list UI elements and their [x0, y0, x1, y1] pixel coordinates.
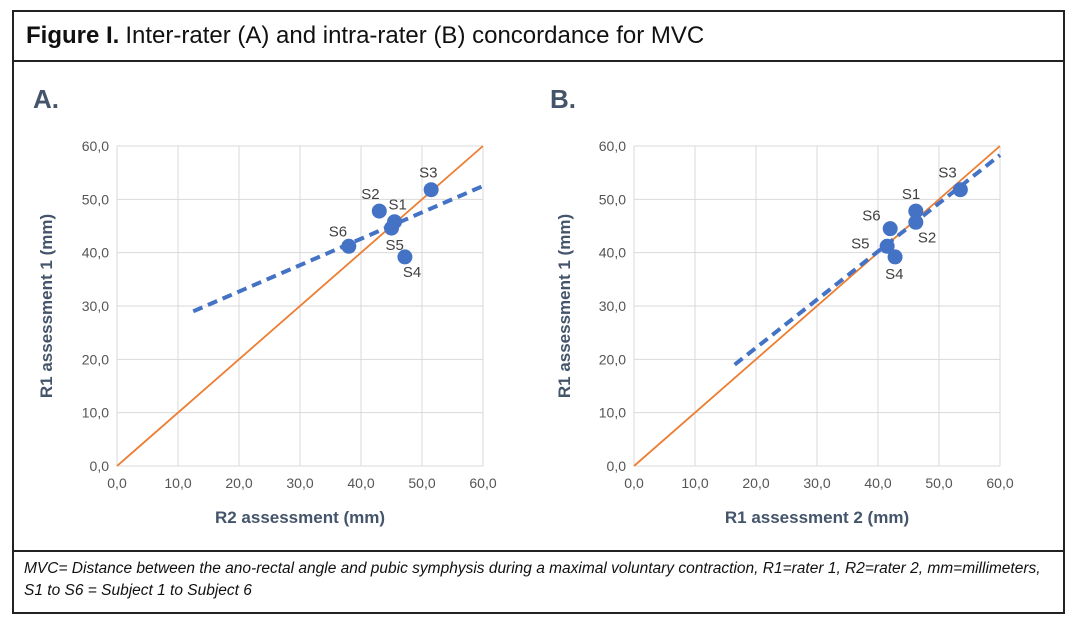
panel-b-point-s2 [908, 214, 924, 230]
panel-b-y-tick: 0,0 [607, 458, 627, 474]
panel-b-y-tick: 30,0 [599, 298, 626, 314]
panel-a-x-tick: 20,0 [225, 475, 252, 491]
panel-b-point-s6 [882, 221, 898, 237]
panel-a-letter: A. [33, 84, 59, 114]
panel-a-x-tick: 60,0 [469, 475, 496, 491]
panel-b-point-s4 [887, 249, 903, 265]
panel-a-point-s2 [371, 203, 387, 219]
panel-b-y-tick: 20,0 [599, 351, 626, 367]
panel-b-x-tick: 40,0 [864, 475, 891, 491]
panel-a-point-label-s2: S2 [361, 186, 379, 203]
panel-b-point-s3 [952, 182, 968, 198]
panel-a-x-tick: 30,0 [286, 475, 313, 491]
panel-a-point-label-s5: S5 [386, 237, 404, 254]
panel-b-point-s1 [908, 203, 924, 219]
panel-a-y-tick: 50,0 [82, 191, 109, 207]
figure-frame: Figure I. Inter-rater (A) and intra-rate… [12, 10, 1065, 614]
panel-a-identity-line [116, 145, 484, 467]
panel-b-letter: B. [550, 84, 576, 114]
panel-a-point-label-s1: S1 [389, 197, 407, 214]
panel-b-x-tick: 50,0 [925, 475, 952, 491]
panel-b-x-tick: 0,0 [624, 475, 644, 491]
panel-b-x-tick: 20,0 [742, 475, 769, 491]
panel-a-x-axis-title: R2 assessment (mm) [215, 508, 385, 527]
panel-a-x-tick: 0,0 [107, 475, 127, 491]
panel-b-point-label-s5: S5 [851, 235, 869, 252]
panel-b-x-tick: 10,0 [681, 475, 708, 491]
panel-b-y-tick: 40,0 [599, 245, 626, 261]
panel-a-trendline [192, 184, 484, 314]
panel-b-y-tick: 50,0 [599, 191, 626, 207]
figure-title-text: Inter-rater (A) and intra-rater (B) conc… [125, 22, 705, 49]
panel-a-point-label-s3: S3 [419, 165, 437, 182]
panel-b-point-s5 [879, 238, 895, 254]
panel-b-point-label-s1: S1 [902, 186, 920, 203]
panel-a-point-s6 [341, 238, 357, 254]
panel-b-point-label-s6: S6 [862, 208, 880, 225]
panel-a-y-tick: 10,0 [82, 405, 109, 421]
panel-a-y-tick: 0,0 [90, 458, 110, 474]
panel-b-y-tick: 10,0 [599, 405, 626, 421]
panel-b-point-label-s3: S3 [938, 165, 956, 182]
panel-a-point-s5 [384, 220, 399, 236]
panel-a-y-tick: 20,0 [82, 351, 109, 367]
figure-caption: MVC= Distance between the ano-rectal ang… [14, 550, 1063, 612]
panel-b-y-axis-title: R1 assessment 1 (mm) [555, 214, 574, 398]
panel-a-point-s4 [397, 249, 413, 265]
panel-b-y-tick: 60,0 [599, 138, 626, 154]
panel-b-identity-line [633, 145, 1001, 467]
panel-a-y-tick: 60,0 [82, 138, 109, 154]
figure-title-bold: Figure I. [26, 22, 120, 49]
panel-a-point-s3 [423, 182, 439, 198]
panel-a-point-label-s4: S4 [403, 264, 421, 281]
panel-b-point-label-s4: S4 [885, 266, 903, 283]
panel-b-x-tick: 30,0 [803, 475, 830, 491]
panel-a-y-tick: 40,0 [82, 245, 109, 261]
panel-a-x-tick: 40,0 [347, 475, 374, 491]
panel-a-y-axis-title: R1 assessment 1 (mm) [37, 214, 56, 398]
panel-a-x-tick: 50,0 [408, 475, 435, 491]
panel-b-point-label-s2: S2 [918, 229, 936, 246]
panel-b-x-tick: 60,0 [986, 475, 1013, 491]
panel-a-point-label-s6: S6 [329, 223, 347, 240]
panel-a-y-tick: 30,0 [82, 298, 109, 314]
panel-b-x-axis-title: R1 assessment 2 (mm) [725, 508, 909, 527]
panel-a-x-tick: 10,0 [164, 475, 191, 491]
figure-title: Figure I. Inter-rater (A) and intra-rate… [14, 12, 1063, 62]
